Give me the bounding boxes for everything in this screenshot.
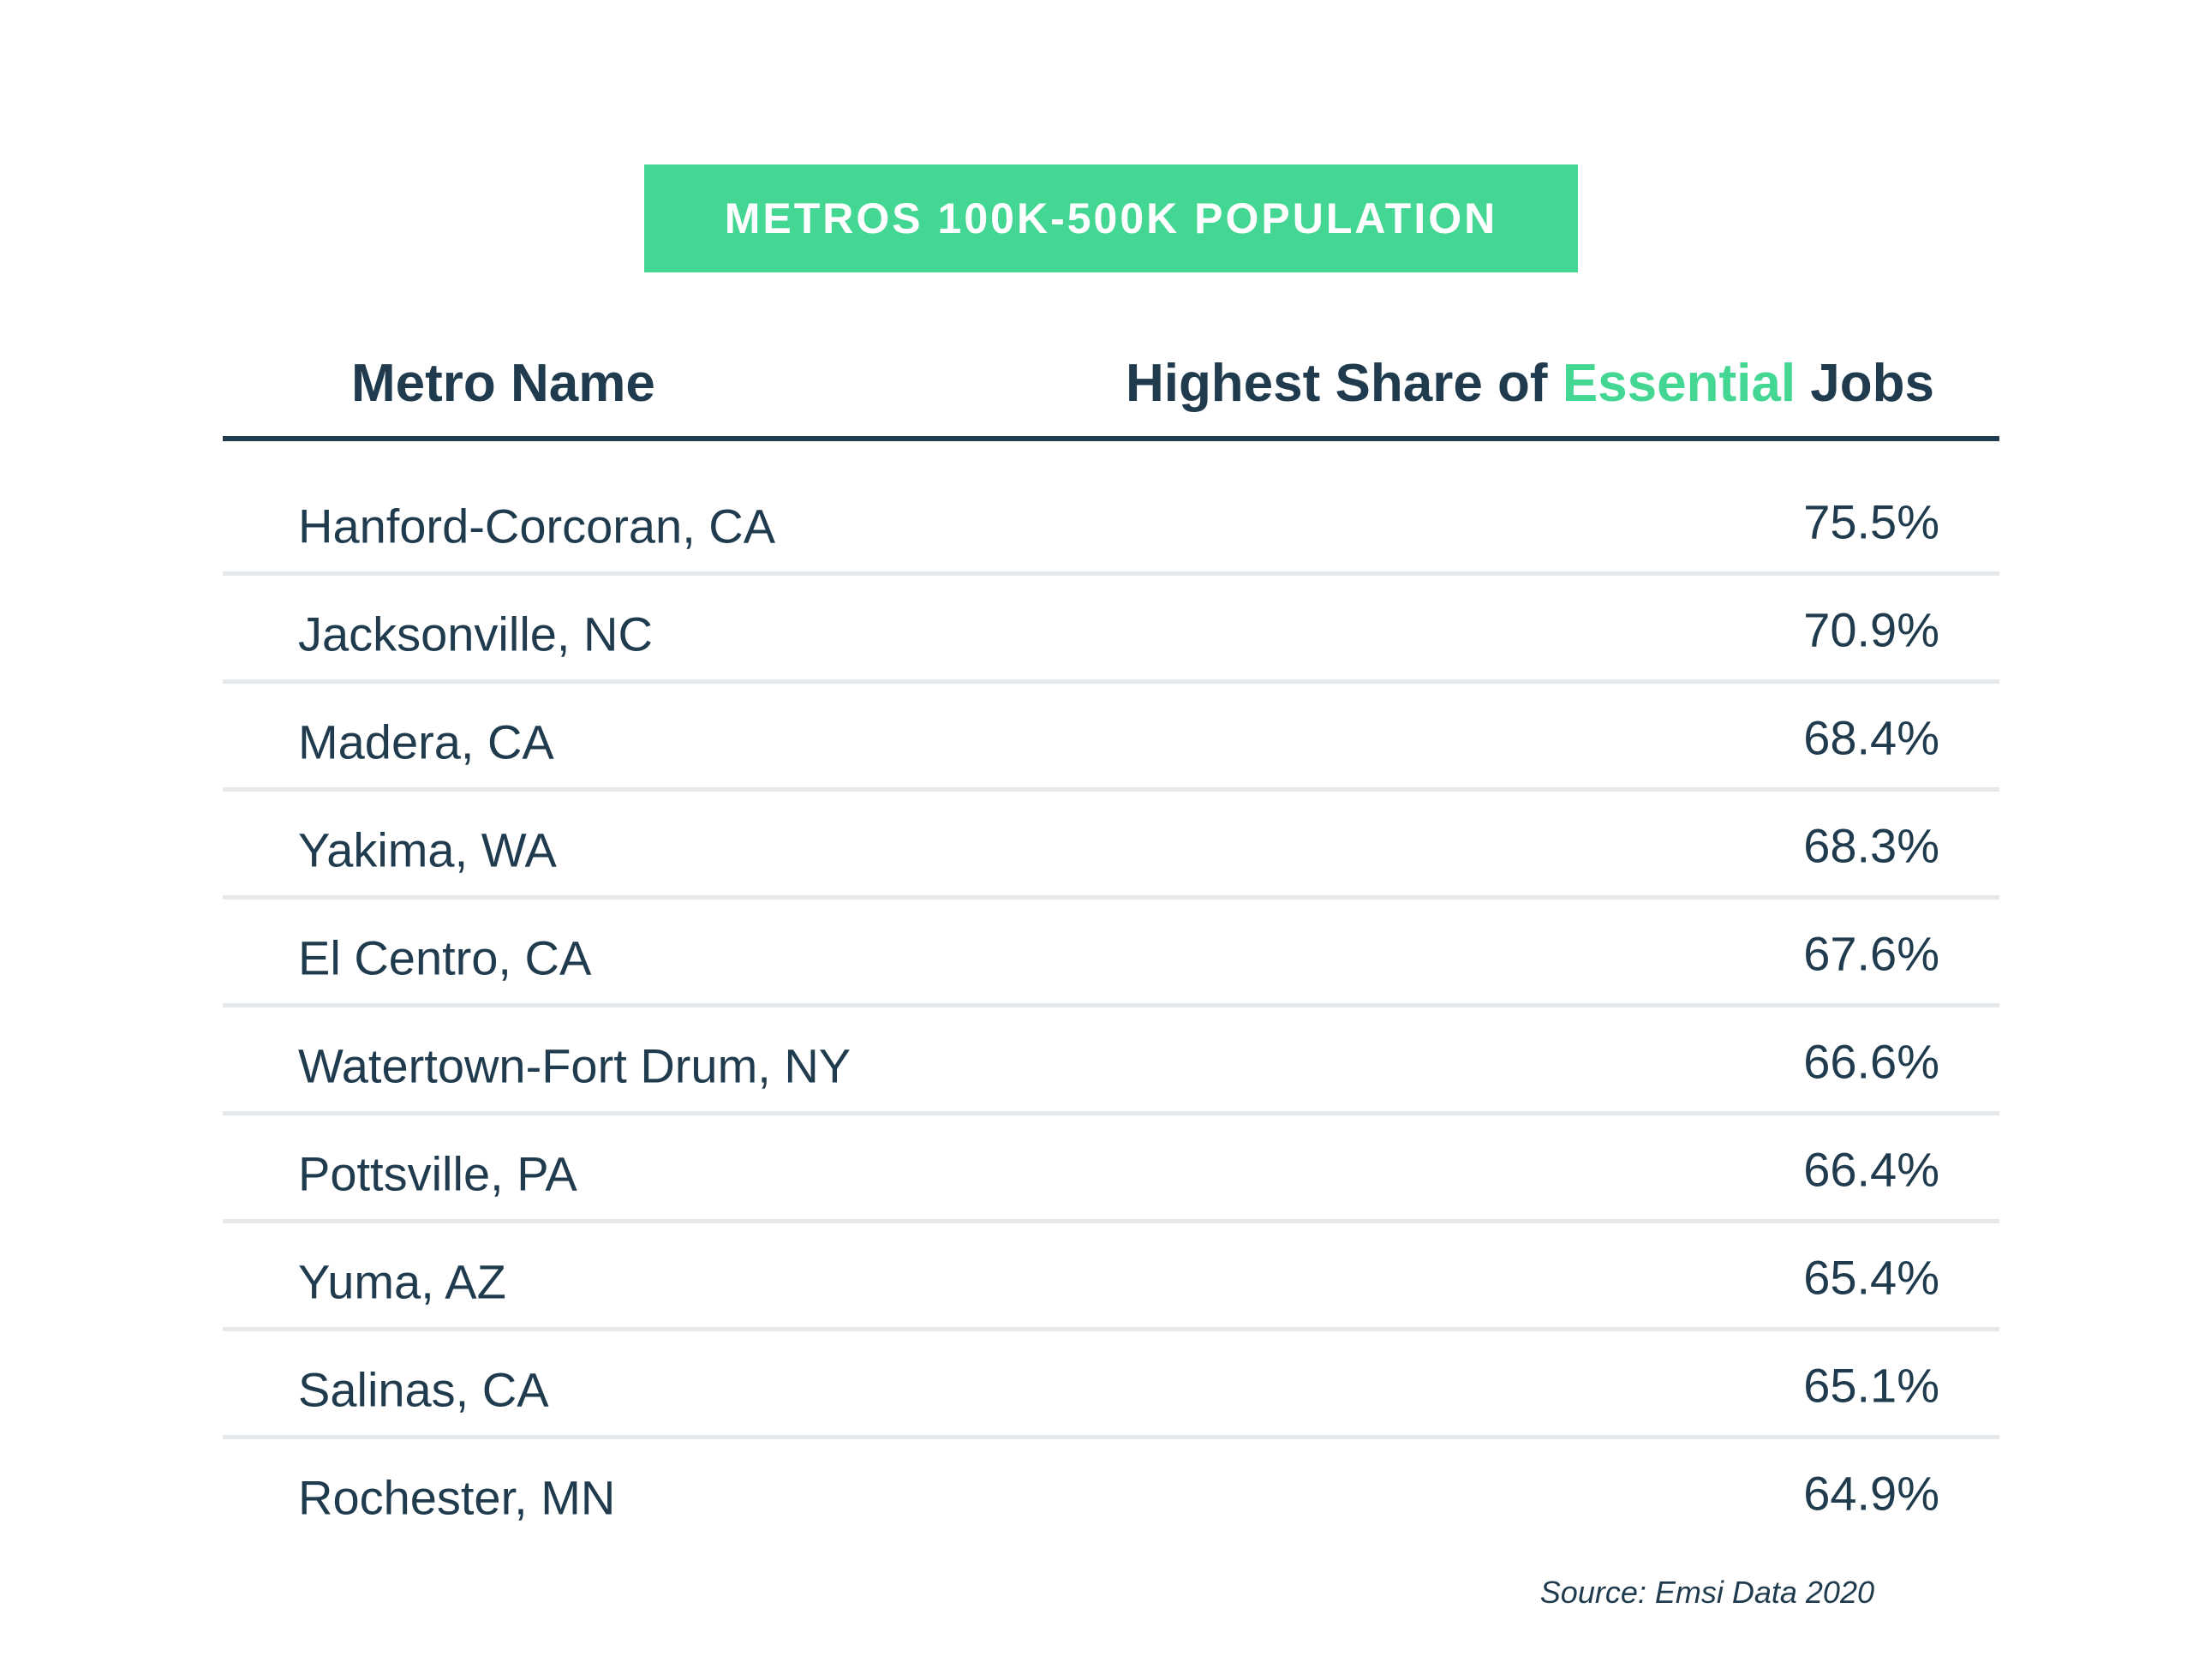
table-row: Hanford-Corcoran, CA 75.5%	[223, 468, 1999, 576]
share-header-post: Jobs	[1796, 354, 1934, 413]
share-value-cell: 65.4%	[1803, 1250, 1939, 1305]
table-row: Watertown-Fort Drum, NY 66.6%	[223, 1007, 1999, 1115]
row-divider	[223, 1435, 1999, 1439]
metro-name-cell: Rochester, MN	[298, 1470, 616, 1525]
share-value-cell: 66.4%	[1803, 1142, 1939, 1197]
row-divider	[223, 1003, 1999, 1007]
table-row: Jacksonville, NC 70.9%	[223, 576, 1999, 684]
metro-name-cell: Jacksonville, NC	[298, 607, 653, 661]
table-row: Madera, CA 68.4%	[223, 684, 1999, 792]
table-row: Yakima, WA 68.3%	[223, 792, 1999, 900]
column-header-share: Highest Share of Essential Jobs	[1126, 353, 1934, 415]
share-header-pre: Highest Share of	[1125, 354, 1563, 413]
share-value-cell: 66.6%	[1803, 1034, 1939, 1089]
table-row: Yuma, AZ 65.4%	[223, 1223, 1999, 1331]
row-divider	[223, 1111, 1999, 1115]
share-value-cell: 70.9%	[1803, 602, 1939, 657]
share-value-cell: 75.5%	[1803, 494, 1939, 549]
header-divider	[223, 436, 1999, 441]
table-row: Salinas, CA 65.1%	[223, 1331, 1999, 1439]
metro-name-cell: Yakima, WA	[298, 822, 557, 877]
column-header-metro: Metro Name	[351, 354, 655, 413]
row-divider	[223, 895, 1999, 900]
row-divider	[223, 1219, 1999, 1223]
table-row: El Centro, CA 67.6%	[223, 900, 1999, 1007]
metro-name-cell: Watertown-Fort Drum, NY	[298, 1038, 852, 1093]
table-row: Pottsville, PA 66.4%	[223, 1115, 1999, 1223]
share-value-cell: 65.1%	[1803, 1358, 1939, 1413]
share-value-cell: 67.6%	[1803, 926, 1939, 981]
metro-name-cell: Hanford-Corcoran, CA	[298, 499, 776, 553]
title-banner: METROS 100K-500K POPULATION	[644, 164, 1578, 272]
share-value-cell: 68.4%	[1803, 710, 1939, 765]
source-note: Source: Emsi Data 2020	[1539, 1575, 1874, 1610]
share-value-cell: 64.9%	[1803, 1466, 1939, 1521]
metro-name-cell: Madera, CA	[298, 714, 554, 769]
row-divider	[223, 787, 1999, 792]
metro-name-cell: Pottsville, PA	[298, 1146, 577, 1201]
banner-title: METROS 100K-500K POPULATION	[724, 194, 1498, 242]
row-divider	[223, 679, 1999, 684]
table-row: Rochester, MN 64.9%	[223, 1439, 1999, 1547]
metro-name-cell: El Centro, CA	[298, 930, 592, 985]
row-divider	[223, 571, 1999, 576]
share-value-cell: 68.3%	[1803, 818, 1939, 873]
metro-name-cell: Salinas, CA	[298, 1362, 549, 1417]
row-divider	[223, 1327, 1999, 1331]
share-header-accent: Essential	[1562, 354, 1796, 413]
metro-name-cell: Yuma, AZ	[298, 1254, 506, 1309]
